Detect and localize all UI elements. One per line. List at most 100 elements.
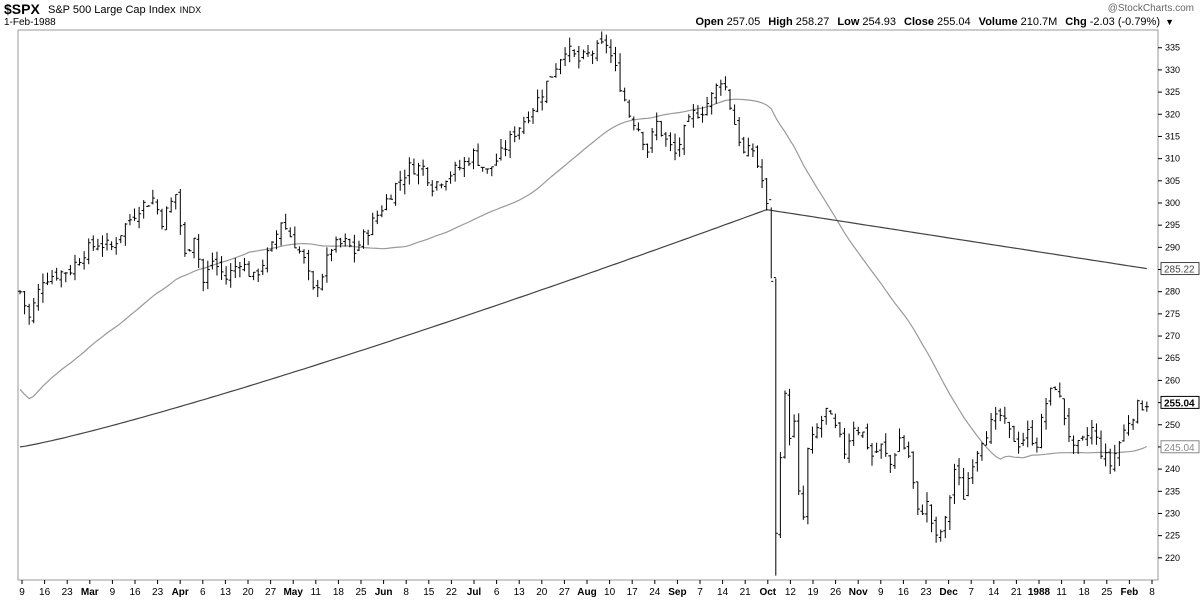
ohlc-bar — [91, 235, 96, 251]
ohlc-bar — [68, 264, 73, 276]
ohlc-bar — [476, 143, 481, 167]
ohlc-bar — [902, 435, 907, 450]
ohlc-bar — [760, 159, 765, 189]
ohlc-bar — [645, 143, 650, 158]
ohlc-bar — [237, 262, 242, 278]
ohlc-bar — [828, 409, 833, 415]
x-tick-label: May — [283, 587, 303, 598]
ohlc-bar — [915, 481, 920, 516]
ohlc-bar — [132, 208, 137, 221]
price-label-box-ma50 — [1160, 440, 1200, 454]
x-tick-label: Sep — [668, 587, 686, 598]
ohlc-bar — [256, 268, 261, 283]
y-tick-label: 225 — [1165, 531, 1180, 541]
ohlc-bar — [260, 259, 265, 276]
ohlc-bar — [1012, 425, 1016, 442]
ohlc-bar — [1016, 431, 1021, 454]
ohlc-bar — [1076, 440, 1081, 454]
ohlc-bar — [494, 153, 499, 166]
ohlc-bar — [883, 433, 888, 457]
ohlc-bar — [750, 143, 755, 158]
ohlc-bar — [796, 413, 801, 496]
ohlc-bar — [1039, 413, 1044, 449]
ohlc-bar — [169, 197, 174, 213]
ohlc-bar — [434, 181, 439, 191]
ohlc-bar — [897, 428, 902, 452]
ohlc-bar — [425, 167, 430, 187]
ohlc-bar — [45, 272, 50, 286]
ohlc-bar — [975, 451, 980, 472]
x-tick-label: 9 — [19, 587, 25, 598]
ohlc-bar — [517, 127, 522, 140]
ohlc-bar — [837, 422, 842, 438]
ohlc-bar — [879, 443, 884, 459]
ohlc-bar — [553, 63, 558, 78]
ohlc-bar — [146, 205, 151, 207]
ohlc-bar — [127, 214, 132, 226]
ohlc-bar — [512, 126, 517, 143]
chart-date: 1-Feb-1988 — [4, 17, 56, 28]
y-tick-label: 290 — [1165, 242, 1180, 252]
ohlc-bar — [1071, 435, 1076, 454]
y-tick-label: 300 — [1165, 198, 1180, 208]
ohlc-bar — [668, 132, 673, 152]
y-tick-label: 275 — [1165, 309, 1180, 319]
ohlc-bar — [920, 504, 925, 515]
ohlc-bar — [155, 199, 160, 215]
ohlc-bar — [1057, 382, 1062, 398]
ohlc-bar — [792, 414, 797, 438]
y-tick-label: 260 — [1165, 375, 1180, 385]
ohlc-bar — [682, 124, 687, 156]
ohlc-bar — [1126, 415, 1131, 436]
ohlc-bar — [970, 459, 975, 485]
ohlc-bar — [659, 120, 664, 137]
y-tick-label: 240 — [1165, 464, 1180, 474]
ohlc-bar — [769, 199, 774, 282]
ohlc-bar — [283, 213, 288, 230]
legend-dropdown-icon[interactable]: ▼ — [1165, 17, 1174, 27]
x-tick-label: 14 — [717, 587, 729, 598]
x-tick-label: 16 — [898, 587, 910, 598]
y-tick-label: 280 — [1165, 287, 1180, 297]
ohlc-bar — [650, 127, 655, 153]
ohlc-bar — [503, 140, 508, 157]
ohlc-bar — [723, 76, 728, 91]
ohlc-bar — [302, 249, 306, 264]
ohlc-bar — [604, 34, 609, 54]
ohlc-bar — [324, 247, 329, 283]
ohlc-bar — [673, 133, 678, 161]
ohlc-bar — [819, 415, 824, 438]
ohlc-label-high: High — [768, 16, 793, 28]
ohlc-bar — [407, 157, 412, 185]
ohlc-bar — [247, 261, 252, 277]
x-tick-label: Nov — [849, 587, 868, 598]
ohlc-bar — [114, 237, 119, 255]
ohlc-bar — [865, 423, 870, 450]
x-tick-label: 18 — [333, 587, 345, 598]
ohlc-bar — [320, 273, 325, 291]
ohlc-bar — [631, 116, 636, 131]
ohlc-bar — [50, 269, 55, 285]
ohlc-bar — [1044, 397, 1049, 430]
ohlc-bar — [18, 290, 22, 295]
y-tick-label: 265 — [1165, 353, 1180, 363]
ohlc-value-open: 257.05 — [726, 16, 761, 28]
x-tick-label: 19 — [807, 587, 819, 598]
x-tick-label: 21 — [1011, 587, 1023, 598]
x-tick-label: 17 — [627, 587, 639, 598]
ohlc-bar — [411, 158, 416, 175]
ohlc-bar — [563, 47, 568, 67]
ohlc-bar — [72, 254, 77, 281]
ohlc-bar — [952, 463, 957, 505]
ohlc-bar — [352, 234, 357, 263]
ohlc-bar — [989, 413, 994, 444]
ohlc-bar — [567, 37, 572, 63]
ohlc-bar — [1048, 387, 1053, 406]
ohlc-bar — [677, 137, 682, 157]
x-tick-label: 24 — [649, 587, 661, 598]
ohlc-bar — [1094, 423, 1099, 445]
ohlc-bar — [966, 472, 971, 497]
ohlc-bar — [870, 443, 874, 466]
ohlc-bar — [521, 116, 526, 135]
ohlc-bar — [489, 166, 494, 177]
